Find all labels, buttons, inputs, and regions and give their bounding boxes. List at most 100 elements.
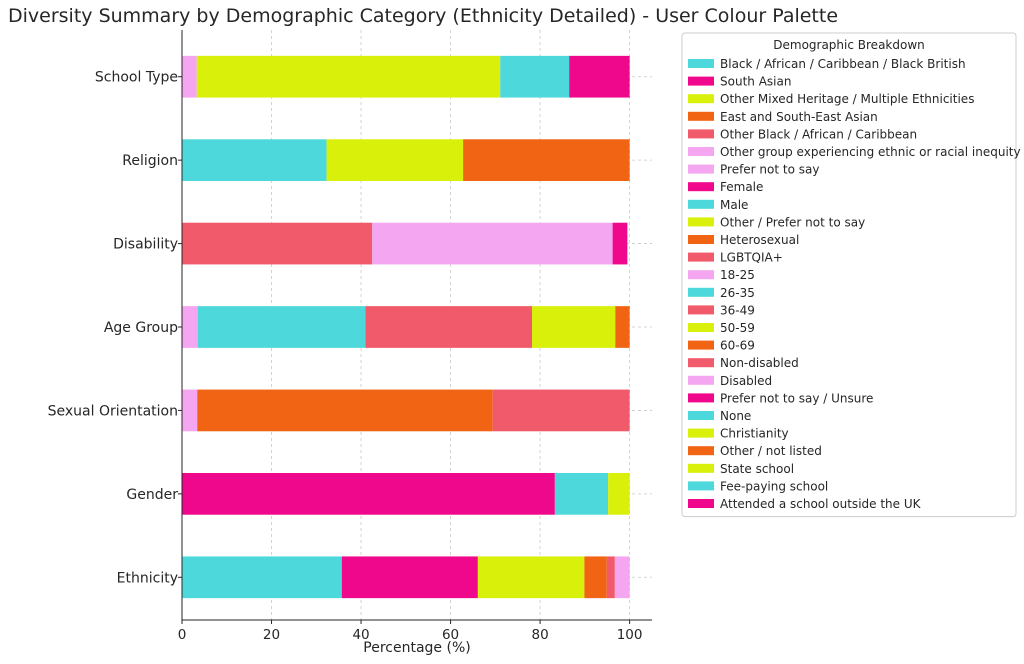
bars — [182, 55, 630, 599]
legend-entry: Non-disabled — [720, 356, 799, 370]
legend-swatch — [688, 76, 714, 86]
axes — [181, 30, 652, 621]
category-label: School Type — [95, 70, 178, 86]
legend-entry: Other Black / African / Caribbean — [720, 127, 917, 141]
legend-swatch — [688, 428, 714, 438]
legend-swatch — [688, 358, 714, 368]
legend-swatch — [688, 499, 714, 508]
bar-segment — [182, 139, 327, 181]
legend-entry: 50-59 — [720, 321, 755, 335]
legend-swatch — [688, 147, 714, 156]
legend-swatch — [688, 375, 714, 385]
legend-swatch — [688, 164, 714, 174]
category-label: Religion — [122, 153, 178, 169]
legend-entry: Prefer not to say — [720, 163, 819, 177]
legend: Demographic Breakdown Black / African / C… — [681, 32, 1021, 518]
chart-title: Diversity Summary by Demographic Categor… — [8, 5, 838, 27]
category-label: Disability — [113, 237, 178, 253]
legend-entry: Male — [720, 198, 748, 212]
bar-segment — [477, 556, 585, 599]
legend-entry: Prefer not to say / Unsure — [720, 391, 873, 405]
legend-entry: 60-69 — [720, 339, 755, 353]
x-tick-label: 100 — [617, 627, 643, 643]
legend-swatch — [688, 463, 714, 473]
legend-swatch — [688, 323, 714, 332]
x-tick-label: 0 — [178, 627, 187, 643]
legend-swatch — [688, 481, 714, 491]
legend-entry: Other / not listed — [720, 444, 822, 458]
x-tick-label: 60 — [442, 627, 459, 643]
legend-swatch — [688, 59, 714, 68]
bar-segment — [500, 55, 570, 98]
bar-segment — [463, 139, 630, 181]
legend-entry: None — [720, 409, 751, 423]
x-axis-label: Percentage (%) — [363, 640, 470, 656]
legend-swatch — [688, 252, 714, 262]
bar-segment — [608, 473, 630, 515]
bar-segment — [196, 55, 501, 98]
legend-entry: Other Mixed Heritage / Multiple Ethnicit… — [720, 92, 974, 106]
legend-swatch — [688, 411, 714, 420]
bar-segment — [365, 306, 533, 348]
bar-segment — [614, 556, 630, 599]
bar-segment — [615, 306, 630, 348]
legend-swatch — [688, 129, 714, 139]
bar-segment — [182, 389, 198, 432]
legend-swatch — [688, 235, 714, 244]
legend-entry: Attended a school outside the UK — [720, 497, 922, 511]
bar-segment — [182, 222, 373, 265]
bar-segment — [197, 306, 366, 348]
legend-entry: Disabled — [720, 374, 772, 388]
legend-entry: Female — [720, 180, 763, 194]
legend-swatch — [688, 446, 714, 456]
legend-title: Demographic Breakdown — [773, 38, 925, 52]
legend-entry: Heterosexual — [720, 233, 799, 247]
category-label: Ethnicity — [117, 570, 178, 586]
bar-segment — [182, 306, 198, 348]
bar-segment — [606, 556, 615, 599]
bar-segment — [554, 473, 609, 515]
legend-entry: South Asian — [720, 75, 791, 89]
legend-entry: 36-49 — [720, 303, 755, 317]
category-label: Gender — [126, 487, 178, 503]
category-label: Age Group — [104, 320, 178, 336]
legend-box — [681, 32, 1017, 518]
legend-entry: Other group experiencing ethnic or racia… — [720, 145, 1021, 159]
legend-swatch — [688, 393, 714, 403]
bar-segment — [569, 55, 630, 98]
category-labels: Ethnicity Gender Sexual Orientation Age Gro… — [48, 70, 182, 586]
category-label: Sexual Orientation — [48, 403, 178, 419]
x-tick-label: 40 — [352, 627, 369, 643]
x-tick-label: 20 — [263, 627, 280, 643]
bar-segment — [532, 306, 616, 348]
legend-entry: Christianity — [720, 427, 789, 441]
x-ticks: 0 20 40 60 80 100 — [178, 620, 643, 643]
bar-segment — [182, 55, 197, 98]
bar-segment — [492, 389, 630, 432]
bar-segment — [584, 556, 607, 599]
bar-segment — [182, 473, 555, 515]
bar-segment — [612, 222, 628, 265]
bar-segment — [182, 556, 342, 599]
legend-entry: 18-25 — [720, 268, 755, 282]
legend-swatch — [688, 340, 714, 350]
legend-swatch — [688, 305, 714, 315]
legend-entry: State school — [720, 462, 794, 476]
legend-swatch — [688, 270, 714, 280]
legend-swatch — [688, 199, 714, 209]
legend-swatch — [688, 217, 714, 227]
legend-entry: 26-35 — [720, 286, 755, 300]
legend-entry: East and South-East Asian — [720, 110, 878, 124]
legend-entry: Other / Prefer not to say — [720, 215, 865, 229]
bar-segment — [341, 556, 478, 599]
bar-segment — [372, 222, 613, 265]
x-tick-label: 80 — [532, 627, 549, 643]
legend-swatch — [688, 94, 714, 104]
bar-segment — [197, 389, 493, 432]
legend-entry: LGBTQIA+ — [720, 251, 783, 265]
legend-swatch — [688, 111, 714, 121]
legend-entry: Black / African / Caribbean / Black Brit… — [720, 57, 966, 71]
legend-entry: Fee-paying school — [720, 479, 828, 493]
legend-swatch — [688, 182, 714, 192]
